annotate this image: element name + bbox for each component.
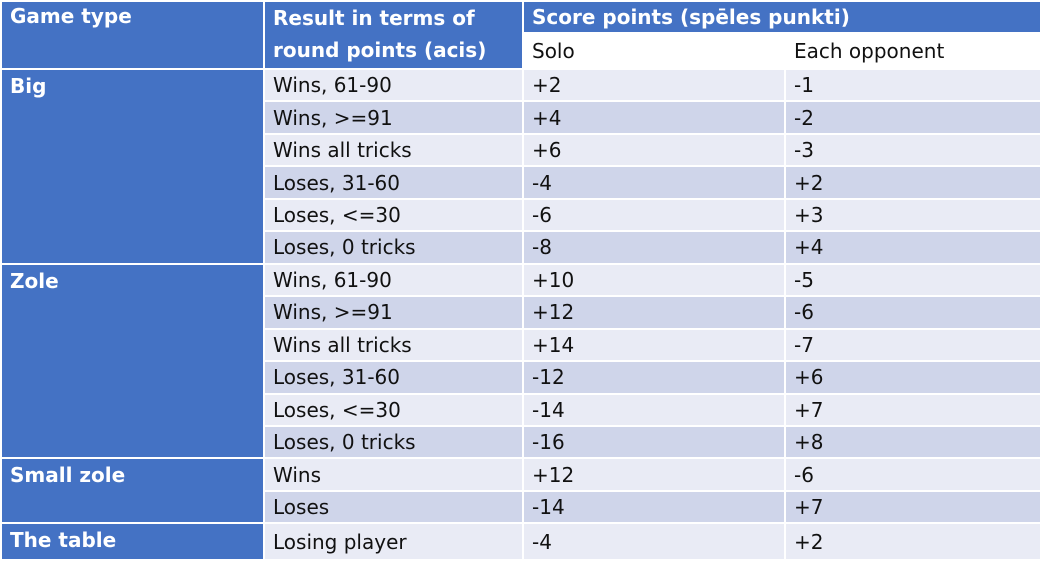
result-cell: Wins (263, 457, 524, 492)
table-row: Wins, >=91 +12 -6 (1, 295, 1040, 330)
table-row: Loses, 0 tricks -8 +4 (1, 230, 1040, 265)
game-type-cell: Small zole (0, 457, 265, 525)
result-cell: Loses, 0 tricks (263, 230, 524, 265)
table-row: Loses, 0 tricks -16 +8 (1, 424, 1040, 460)
table-row: Big Wins, 61-90 +2 -1 (0, 67, 1040, 265)
header-row: Game type Result in terms of round point… (0, 0, 1040, 70)
solo-cell: -12 (522, 360, 786, 395)
solo-cell: -14 (522, 489, 786, 525)
result-cell: Loses, 31-60 (263, 165, 524, 200)
solo-cell: +4 (522, 100, 786, 135)
solo-cell: +2 (522, 67, 786, 103)
header-score-points: Score points (spēles punkti) (522, 0, 1040, 34)
table-row: Loses, 31-60 -4 +2 (1, 165, 1040, 200)
result-cell: Wins all tricks (263, 327, 524, 363)
result-cell: Wins all tricks (263, 132, 524, 168)
header-game-type: Game type (0, 0, 265, 70)
header-solo: Solo (522, 32, 786, 70)
opponent-cell: -1 (784, 67, 1040, 103)
result-cell: Loses, 31-60 (263, 360, 524, 395)
solo-cell: +10 (522, 262, 786, 298)
opponent-cell: +7 (784, 392, 1040, 427)
header-each-opponent: Each opponent (784, 32, 1040, 70)
solo-cell: +6 (522, 132, 786, 168)
result-cell: Loses, <=30 (263, 392, 524, 427)
opponent-cell: +3 (784, 197, 1040, 233)
result-cell: Wins, 61-90 (263, 67, 524, 103)
result-cell: Loses (263, 489, 524, 525)
table-row: Zole Wins, 61-90 +10 -5 (0, 262, 1040, 460)
solo-cell: -8 (522, 230, 786, 265)
game-type-cell: The table (0, 522, 265, 561)
table-row: Loses, <=30 -14 +7 (1, 392, 1040, 427)
solo-cell: +12 (522, 295, 786, 330)
table-row: Wins all tricks +14 -7 (1, 327, 1040, 363)
result-cell: Wins, >=91 (263, 100, 524, 135)
opponent-cell: -6 (784, 295, 1040, 330)
opponent-cell: +2 (784, 522, 1040, 561)
opponent-cell: +2 (784, 165, 1040, 200)
table-row: The table Losing player -4 +2 (0, 522, 1040, 561)
table-row: Wins, >=91 +4 -2 (1, 100, 1040, 135)
table-row: Loses -14 +7 (1, 489, 1040, 525)
opponent-cell: +7 (784, 489, 1040, 525)
opponent-cell: -2 (784, 100, 1040, 135)
solo-cell: -4 (522, 522, 786, 561)
subheader-row: Solo Each opponent (1, 32, 1040, 70)
solo-cell: +12 (522, 457, 786, 492)
game-type-cell: Zole (0, 262, 265, 460)
opponent-cell: -3 (784, 132, 1040, 168)
opponent-cell: +6 (784, 360, 1040, 395)
opponent-cell: +8 (784, 424, 1040, 460)
table-body: Big Wins, 61-90 +2 -1 Wins, >=91 +4 -2 Wins all… (0, 67, 1040, 561)
solo-cell: -14 (522, 392, 786, 427)
solo-cell: -16 (522, 424, 786, 460)
table-row: Loses, 31-60 -12 +6 (1, 360, 1040, 395)
result-cell: Losing player (263, 522, 524, 561)
header-result: Result in terms of round points (acis) (263, 0, 524, 70)
opponent-cell: -6 (784, 457, 1040, 492)
result-cell: Wins, >=91 (263, 295, 524, 330)
opponent-cell: -5 (784, 262, 1040, 298)
result-cell: Loses, 0 tricks (263, 424, 524, 460)
solo-cell: +14 (522, 327, 786, 363)
table-row: Loses, <=30 -6 +3 (1, 197, 1040, 233)
result-cell: Loses, <=30 (263, 197, 524, 233)
opponent-cell: -7 (784, 327, 1040, 363)
solo-cell: -6 (522, 197, 786, 233)
game-type-cell: Big (0, 68, 265, 265)
solo-cell: -4 (522, 165, 786, 200)
result-cell: Wins, 61-90 (263, 262, 524, 298)
table-row: Small zole Wins +12 -6 (0, 457, 1040, 525)
opponent-cell: +4 (784, 230, 1040, 265)
